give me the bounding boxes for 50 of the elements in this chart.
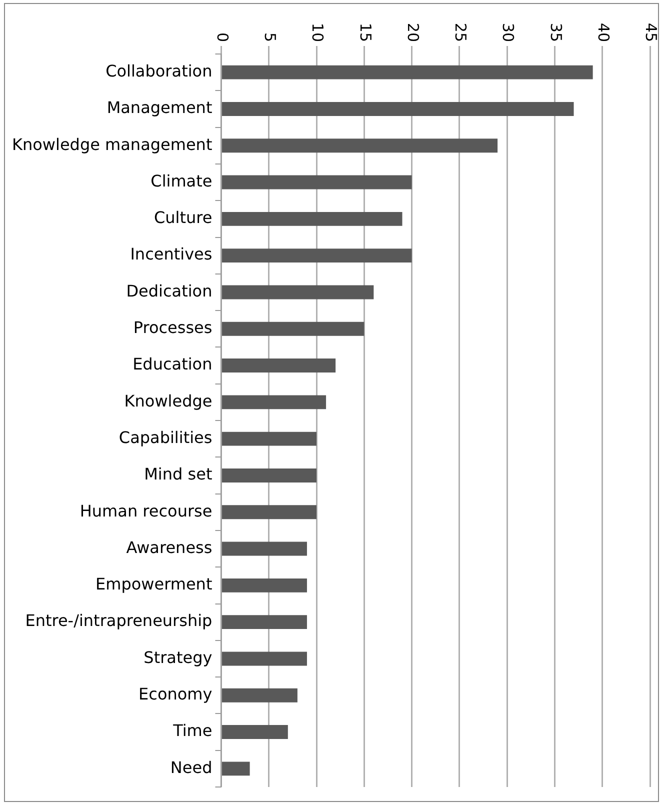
bar <box>222 542 307 556</box>
bar <box>222 688 298 702</box>
x-tick-label: 0 <box>213 32 232 42</box>
x-tick-label: 25 <box>452 22 470 42</box>
x-tick-label: 30 <box>499 22 518 42</box>
y-tick-label: Human recourse <box>80 501 212 520</box>
x-tick-label: 35 <box>546 22 565 42</box>
x-tick-label: 5 <box>260 32 279 42</box>
y-tick-label: Awareness <box>126 538 212 557</box>
bar <box>222 725 288 739</box>
y-tick-label: Education <box>132 354 212 374</box>
y-tick-label: Time <box>172 721 212 740</box>
bar <box>222 248 412 263</box>
bar <box>222 578 307 592</box>
bar <box>222 285 374 300</box>
y-tick-label: Knowledge management <box>12 134 212 154</box>
y-tick-label: Capabilities <box>118 428 212 447</box>
x-tick-label: 10 <box>308 22 327 42</box>
y-tick-label: Incentives <box>130 244 212 264</box>
x-tick-label: 45 <box>642 22 660 42</box>
y-tick-label: Collaboration <box>106 61 212 80</box>
bar <box>222 505 317 520</box>
y-tick-label: Entre-/intrapreneurship <box>25 611 212 630</box>
bar <box>222 762 250 776</box>
y-tick-label: Dedication <box>126 281 212 300</box>
y-tick-label: Processes <box>133 318 212 338</box>
y-tick-label: Economy <box>138 684 212 704</box>
bar <box>222 395 326 410</box>
x-tick-label: 15 <box>356 22 374 42</box>
bar <box>222 468 317 482</box>
bar <box>222 212 402 226</box>
y-tick-label: Mind set <box>144 464 212 484</box>
bar <box>222 358 336 372</box>
bar <box>222 65 593 80</box>
bar <box>222 432 317 446</box>
x-tick-label: 40 <box>594 22 612 42</box>
bar <box>222 175 412 190</box>
y-tick-label: Need <box>170 758 212 777</box>
y-tick-label: Empowerment <box>96 574 212 594</box>
y-tick-label: Management <box>106 98 212 118</box>
y-tick-label: Strategy <box>144 648 212 667</box>
bar <box>222 102 574 116</box>
bar <box>222 322 364 336</box>
bar <box>222 138 498 153</box>
bar <box>222 615 307 630</box>
x-tick-label: 20 <box>404 22 422 42</box>
y-tick-label: Knowledge <box>124 391 212 410</box>
y-tick-label: Culture <box>154 208 212 228</box>
bar <box>222 652 307 666</box>
y-tick-label: Climate <box>150 171 212 190</box>
